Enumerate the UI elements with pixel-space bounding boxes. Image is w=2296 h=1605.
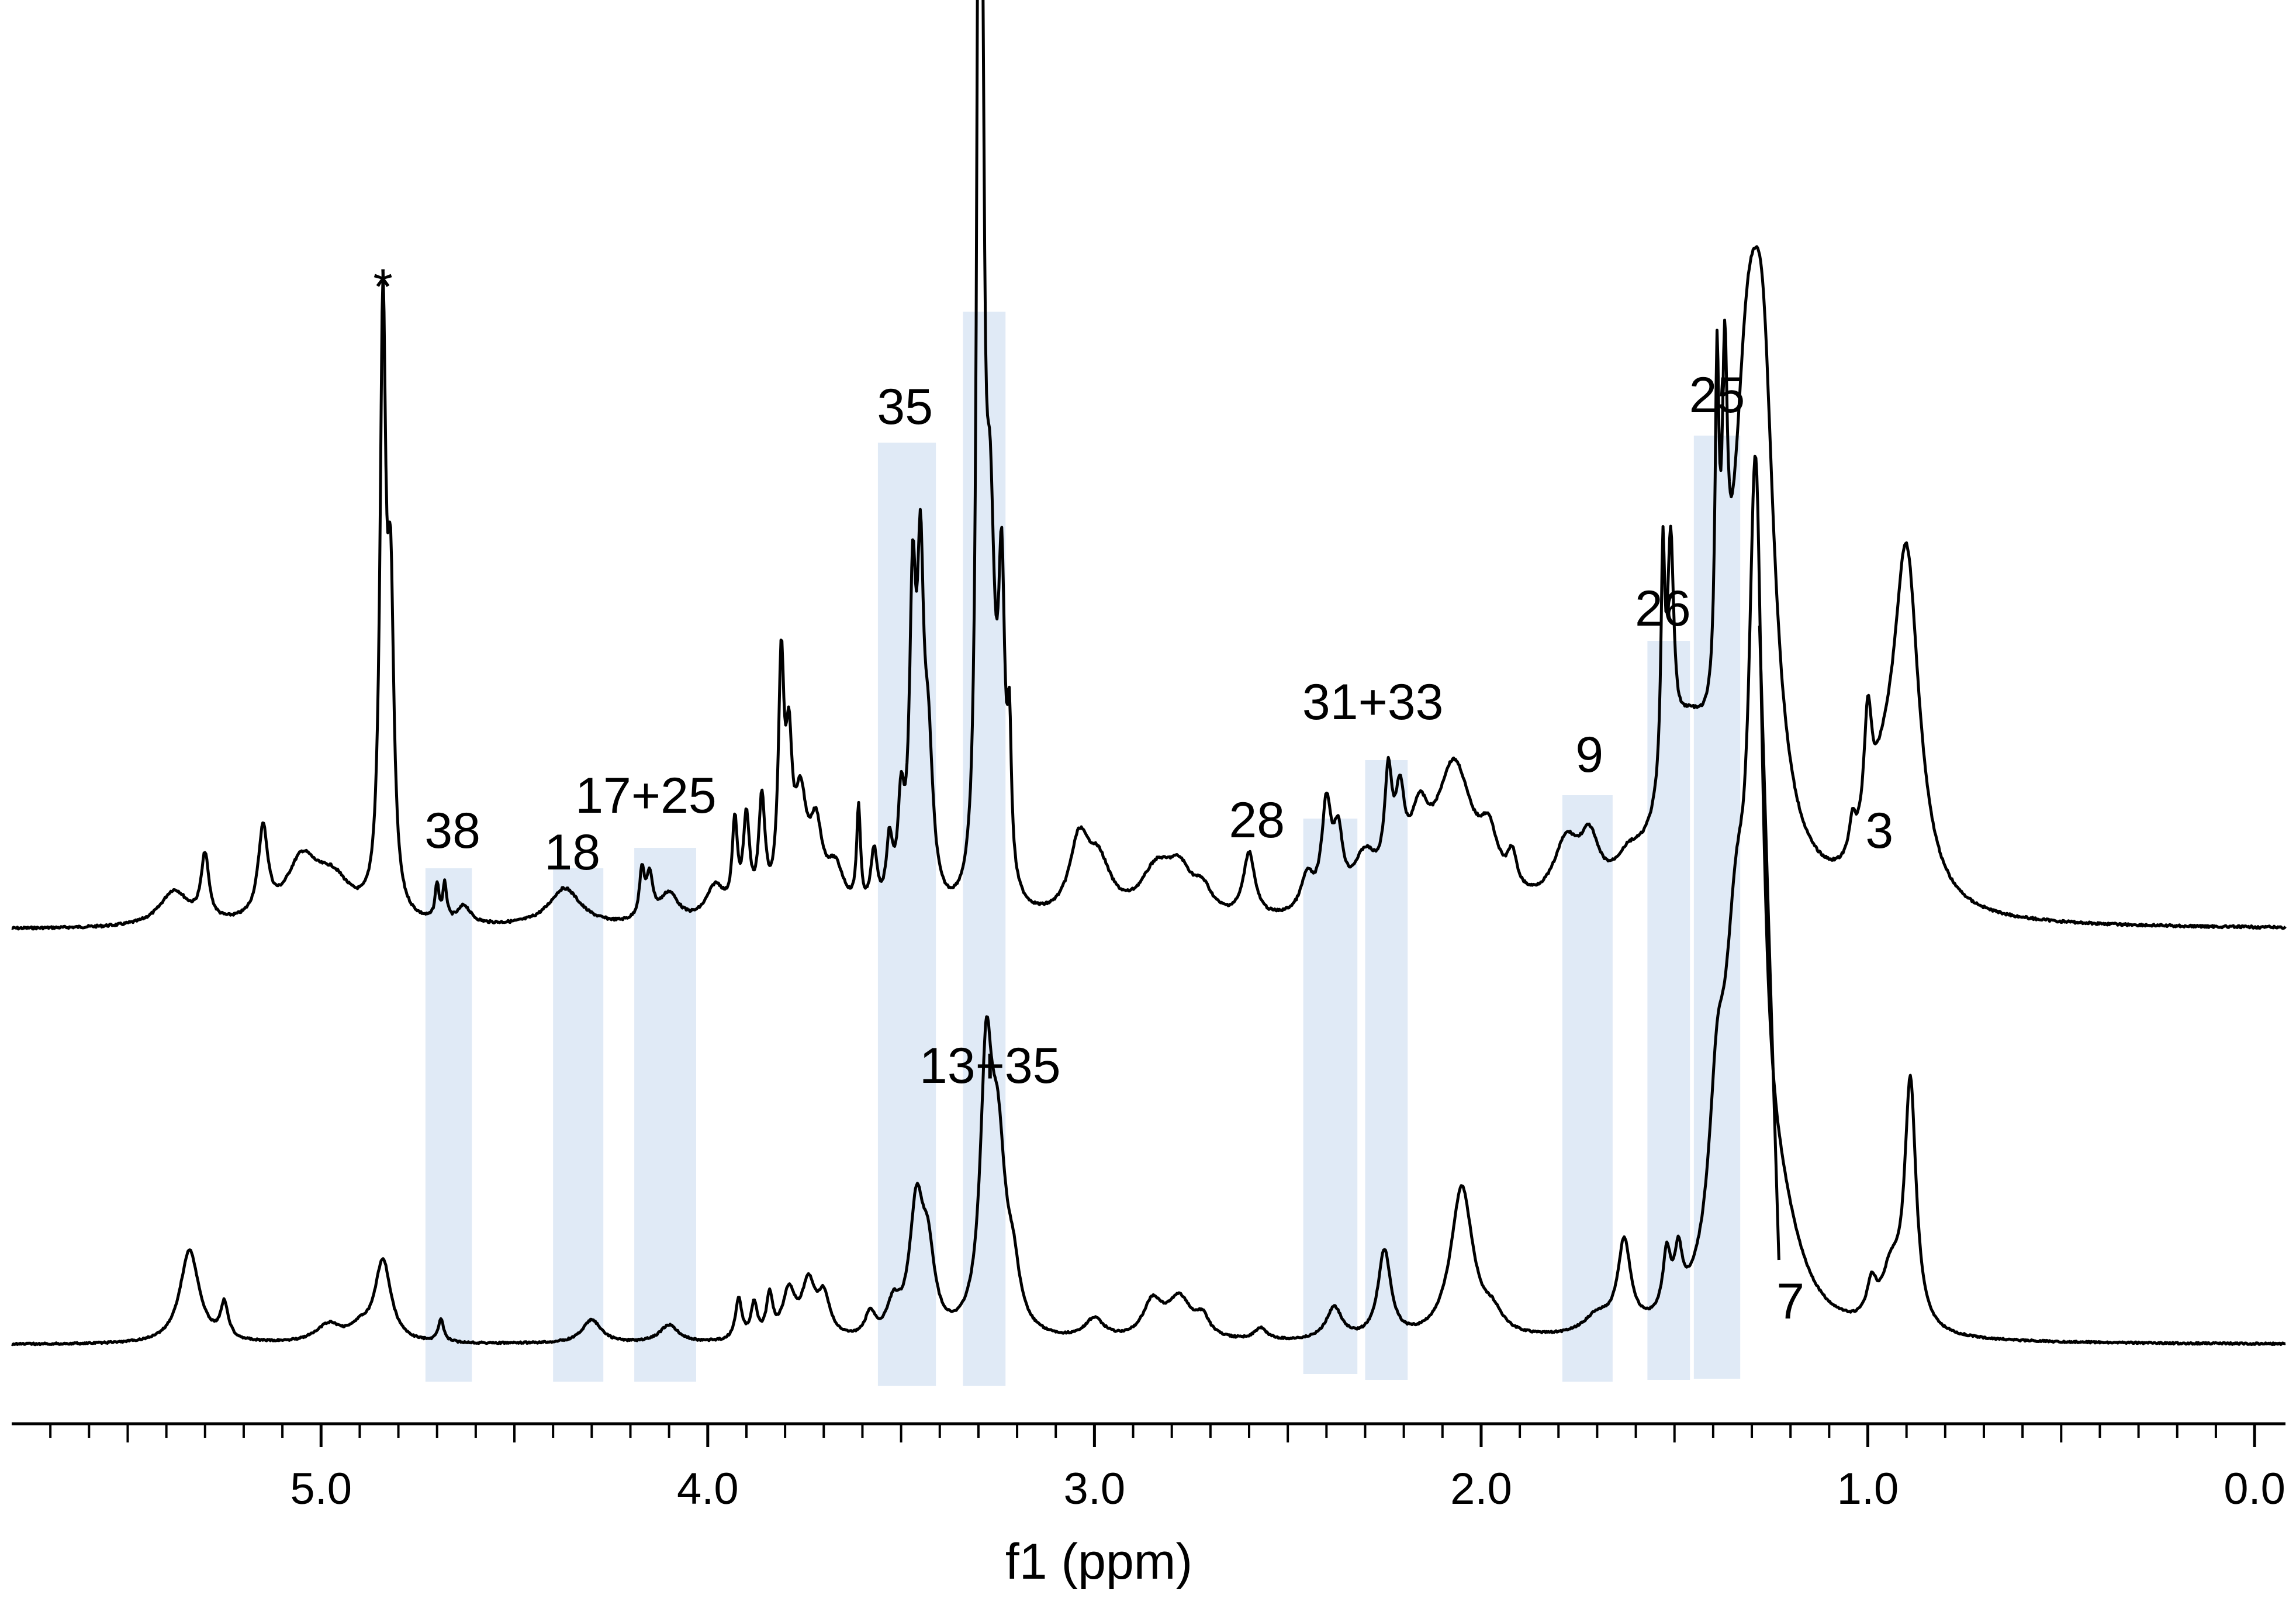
x-tick-label: 3.0 bbox=[1064, 1464, 1126, 1514]
peak-label: 18 bbox=[544, 824, 600, 881]
peak-label: 26 bbox=[1635, 581, 1691, 637]
highlight-bands bbox=[425, 312, 1741, 1386]
peak-label: 25 bbox=[1689, 367, 1745, 423]
leader-line bbox=[1758, 625, 1780, 1261]
peak-label: 13+35 bbox=[919, 1038, 1061, 1094]
peak-label: 9 bbox=[1575, 727, 1603, 783]
peak-label: 28 bbox=[1229, 792, 1285, 848]
peak-label: 38 bbox=[424, 803, 480, 859]
spectrum-trace-bottom bbox=[11, 454, 2286, 1347]
spectrum-trace-top bbox=[11, 0, 2287, 931]
peak-label: 7 bbox=[1776, 1273, 1804, 1330]
highlight-band bbox=[425, 868, 472, 1382]
highlight-band bbox=[553, 868, 604, 1382]
highlight-band bbox=[1303, 819, 1358, 1374]
highlight-band bbox=[1647, 641, 1690, 1380]
x-tick-label: 0.0 bbox=[2224, 1464, 2285, 1514]
highlight-band bbox=[877, 443, 936, 1386]
highlight-band bbox=[1693, 436, 1741, 1379]
highlight-band bbox=[634, 848, 696, 1382]
peak-label: 31+33 bbox=[1302, 674, 1444, 730]
peak-label: 3 bbox=[1865, 803, 1893, 859]
highlight-band bbox=[1365, 760, 1408, 1380]
spectra bbox=[11, 0, 2287, 1347]
peak-label: 35 bbox=[877, 379, 933, 435]
x-tick-label: 4.0 bbox=[677, 1464, 739, 1514]
peak-label: * bbox=[373, 259, 392, 315]
x-tick-label: 1.0 bbox=[1837, 1464, 1899, 1514]
x-axis: 5.0 4.0 3.0 2.0 1.0 0.0 bbox=[12, 1422, 2285, 1514]
x-axis-title: f1 (ppm) bbox=[1005, 1534, 1192, 1590]
highlight-band bbox=[1562, 795, 1613, 1382]
x-tick-label: 5.0 bbox=[290, 1464, 352, 1514]
x-tick-label: 2.0 bbox=[1450, 1464, 1512, 1514]
peak-label: 17+25 bbox=[575, 768, 717, 824]
highlight-band bbox=[963, 312, 1006, 1386]
